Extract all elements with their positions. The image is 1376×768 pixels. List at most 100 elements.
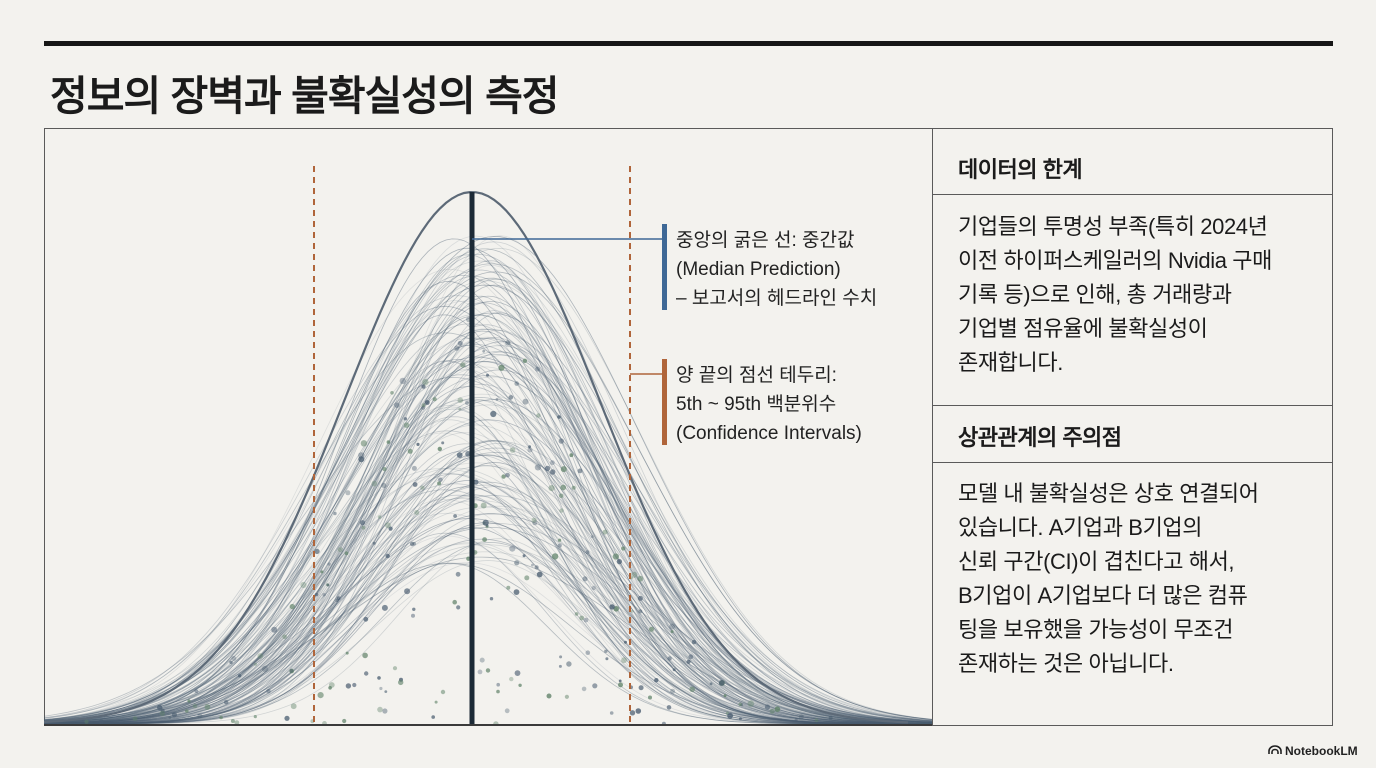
scatter-dot bbox=[326, 583, 330, 587]
scatter-dot bbox=[747, 700, 754, 707]
sample-curve bbox=[44, 323, 932, 723]
scatter-dot bbox=[257, 653, 264, 659]
sample-curve bbox=[44, 295, 932, 725]
sample-curve bbox=[44, 468, 932, 724]
scatter-dot bbox=[670, 630, 674, 634]
scatter-dot bbox=[411, 465, 417, 471]
scatter-dot bbox=[345, 683, 352, 689]
scatter-dot bbox=[284, 715, 290, 721]
scatter-dot bbox=[382, 708, 388, 714]
sample-curve bbox=[44, 354, 932, 725]
sample-curve bbox=[44, 527, 932, 725]
sample-curve bbox=[44, 494, 932, 725]
scatter-dot bbox=[342, 718, 347, 724]
scatter-dot bbox=[558, 493, 564, 499]
scatter-dot bbox=[362, 652, 368, 659]
sample-curve bbox=[44, 543, 932, 725]
scatter-dot bbox=[398, 679, 404, 686]
scatter-dots bbox=[84, 316, 833, 726]
interval-annotation-line: 양 끝의 점선 테두리: bbox=[676, 365, 837, 386]
scatter-dot bbox=[238, 674, 242, 678]
scatter-dot bbox=[457, 340, 463, 346]
sample-curve bbox=[44, 500, 932, 723]
sample-curve bbox=[44, 254, 932, 724]
scatter-dot bbox=[359, 520, 366, 526]
scatter-dot bbox=[635, 708, 642, 714]
scatter-dot bbox=[709, 682, 713, 686]
scatter-dot bbox=[631, 571, 638, 578]
section-separator bbox=[932, 405, 1333, 406]
scatter-dot bbox=[372, 541, 376, 545]
sample-curve bbox=[44, 419, 932, 723]
sample-curve bbox=[44, 376, 932, 724]
sample-curve bbox=[44, 366, 932, 723]
sample-curve bbox=[44, 374, 932, 724]
scatter-dot bbox=[337, 547, 343, 553]
scatter-dot bbox=[486, 373, 489, 377]
scatter-dot bbox=[522, 358, 528, 363]
scatter-dot bbox=[535, 366, 541, 372]
scatter-dot bbox=[583, 617, 589, 623]
interval-annotation: 양 끝의 점선 테두리: 5th ~ 95th 백분위수 (Confidence… bbox=[676, 361, 862, 448]
scatter-dot bbox=[333, 511, 337, 516]
scatter-dot bbox=[204, 704, 211, 710]
scatter-dot bbox=[421, 403, 426, 408]
notebooklm-logo: NotebookLM bbox=[1268, 744, 1358, 758]
sample-curve bbox=[44, 264, 932, 725]
data-limits-heading: 데이터의 한계 bbox=[958, 157, 1083, 182]
scatter-dot bbox=[579, 615, 585, 621]
scatter-dot bbox=[344, 551, 349, 556]
scatter-dot bbox=[618, 679, 622, 683]
scatter-dot bbox=[666, 705, 672, 710]
sample-curve bbox=[44, 351, 932, 725]
sample-curve bbox=[44, 337, 932, 724]
scatter-dot bbox=[132, 716, 138, 721]
interval-annotation-line: (Confidence Intervals) bbox=[676, 423, 862, 444]
scatter-dot bbox=[224, 700, 229, 705]
body-line: 이전 하이퍼스케일러의 Nvidia 구매 bbox=[958, 248, 1272, 273]
scatter-dot bbox=[440, 689, 446, 695]
scatter-dot bbox=[654, 678, 659, 683]
scatter-dot bbox=[514, 560, 520, 566]
sample-curve bbox=[44, 248, 932, 723]
sample-curve bbox=[44, 278, 932, 724]
sample-curve bbox=[44, 354, 932, 723]
scatter-dot bbox=[536, 571, 543, 578]
scatter-dot bbox=[317, 692, 324, 699]
scatter-dot bbox=[592, 683, 598, 689]
scatter-dot bbox=[613, 606, 619, 612]
sample-curve bbox=[44, 313, 932, 724]
sample-curve bbox=[44, 336, 932, 724]
body-line: 기업별 점유율에 불확실성이 bbox=[958, 316, 1208, 341]
sample-curve bbox=[44, 330, 932, 725]
sample-curve bbox=[44, 305, 932, 725]
sample-curve bbox=[44, 312, 932, 722]
sample-curve bbox=[44, 497, 932, 725]
section1-heading-rule bbox=[932, 194, 1333, 195]
scatter-dot bbox=[460, 362, 466, 368]
sample-curve bbox=[44, 329, 932, 725]
scatter-dot bbox=[327, 562, 331, 566]
sample-curve bbox=[44, 301, 932, 724]
scatter-dot bbox=[171, 712, 177, 718]
body-line: 있습니다. A기업과 B기업의 bbox=[958, 515, 1203, 540]
sample-curve bbox=[44, 408, 932, 725]
scatter-dot bbox=[454, 345, 460, 351]
scatter-dot bbox=[431, 715, 436, 719]
sample-curve bbox=[44, 324, 932, 725]
body-line: 모델 내 불확실성은 상호 연결되어 bbox=[958, 481, 1259, 506]
scatter-dot bbox=[637, 595, 643, 601]
scatter-dot bbox=[194, 689, 199, 694]
sample-curve bbox=[44, 424, 932, 725]
sample-curve bbox=[44, 455, 932, 724]
sample-curve bbox=[44, 489, 932, 725]
sample-curve bbox=[44, 527, 932, 723]
sample-curve bbox=[44, 277, 932, 724]
scatter-dot bbox=[289, 603, 295, 610]
sample-curve bbox=[44, 541, 932, 725]
sample-curve bbox=[44, 359, 932, 725]
sample-curve bbox=[44, 563, 932, 725]
scatter-dot bbox=[289, 668, 294, 673]
scatter-dot bbox=[456, 605, 461, 610]
scatter-dot bbox=[509, 545, 516, 552]
